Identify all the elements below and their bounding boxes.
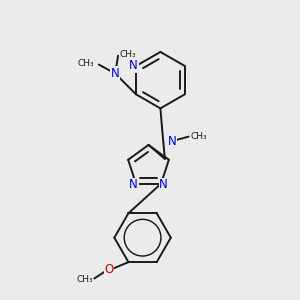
Text: N: N [159, 178, 168, 191]
Text: CH₃: CH₃ [76, 275, 93, 284]
Text: N: N [168, 135, 177, 148]
Text: N: N [129, 59, 138, 72]
Text: CH₃: CH₃ [190, 132, 207, 141]
Text: N: N [111, 67, 119, 80]
Text: N: N [129, 178, 138, 191]
Text: CH₃: CH₃ [78, 58, 94, 68]
Text: CH₃: CH₃ [120, 50, 136, 58]
Text: O: O [104, 263, 114, 276]
